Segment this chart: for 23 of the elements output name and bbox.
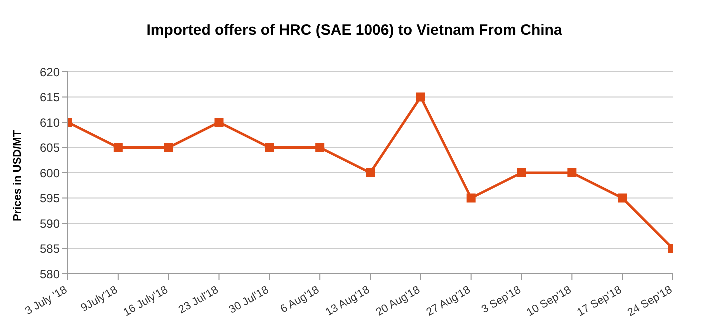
y-tick-label: 595 [40, 192, 60, 206]
point [265, 143, 274, 152]
point [466, 194, 476, 203]
point [366, 168, 375, 178]
y-axis-title: Prices in USD/MT [12, 130, 24, 222]
point [568, 168, 577, 178]
y-tick-label: 620 [40, 65, 60, 80]
y-tick-label: 590 [40, 216, 60, 231]
point [416, 92, 426, 102]
y-tick-label: 585 [40, 242, 60, 256]
y-tick-label: 580 [40, 267, 60, 282]
x-tick-label: 3 July '18 [24, 284, 70, 318]
point [517, 168, 526, 178]
point [114, 143, 123, 152]
y-tick-label: 610 [40, 116, 60, 130]
y-tick-label: 605 [40, 141, 60, 156]
chart-title: Imported offers of HRC (SAE 1006) to Vietnam From China [146, 22, 564, 39]
point [214, 118, 224, 127]
y-tick-label: 615 [40, 90, 60, 105]
point [164, 143, 174, 152]
y-tick-label: 600 [40, 166, 60, 180]
point [618, 194, 628, 203]
point [316, 143, 325, 152]
